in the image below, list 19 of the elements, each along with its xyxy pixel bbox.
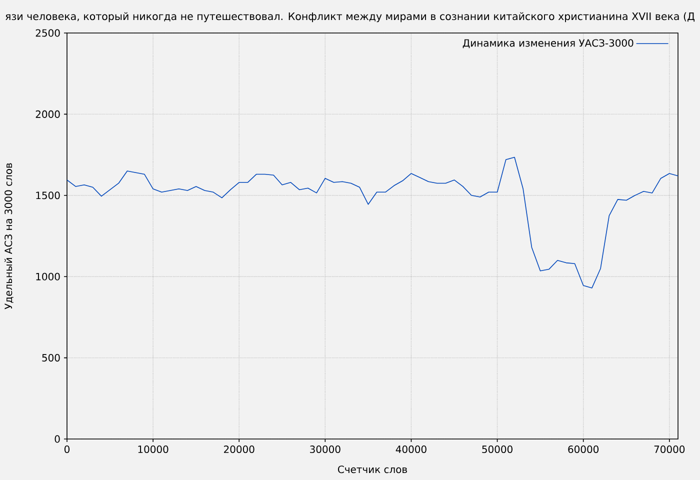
y-tick-label: 500: [42, 354, 60, 362]
y-axis-title: Удельный АСЗ на 3000 слов: [4, 163, 14, 310]
x-tick-label: 10000: [138, 446, 168, 454]
x-axis-title: Счетчик слов: [338, 466, 407, 474]
y-tick-label: 1000: [36, 272, 60, 280]
x-tick-label: 30000: [310, 446, 340, 454]
y-tick-label: 2500: [36, 29, 60, 37]
line-series: [67, 156, 678, 288]
y-tick-label: 0: [54, 435, 60, 443]
chart-title: язи человека, который никогда не путешествовал. Конфликт между мирами в сознании китайского христианина XVII века (Д: [6, 12, 695, 22]
x-tick-label: 70000: [654, 446, 685, 454]
x-tick-label: 0: [64, 446, 70, 454]
x-tick-label: 50000: [482, 446, 512, 454]
y-tick-label: 1500: [36, 192, 60, 200]
x-tick-label: 20000: [224, 446, 254, 454]
x-tick-label: 40000: [396, 446, 426, 454]
legend-label: Динамика изменения УАСЗ-3000: [462, 39, 634, 48]
y-tick-label: 2000: [36, 110, 60, 118]
x-tick-label: 60000: [568, 446, 599, 454]
